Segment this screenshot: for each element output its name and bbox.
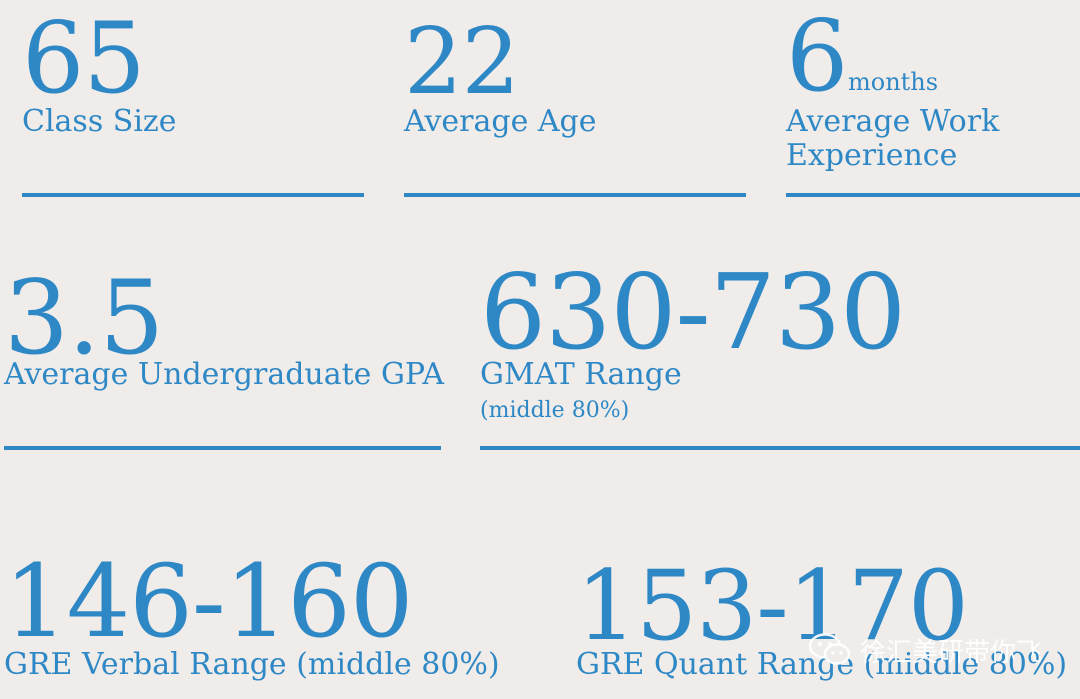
gre-quant-value: 153-170 [576,550,969,662]
average-age-label: Average Age [404,104,597,139]
watermark: 徐汇美研带你飞 [808,628,1042,672]
divider [480,446,1080,450]
work-experience-value: 6 [786,0,848,114]
class-size-label: Class Size [22,104,177,139]
work-experience-label-line1: Average Work [786,104,1000,139]
gmat-value: 630-730 [480,251,906,373]
divider [786,193,1080,197]
gmat-sublabel: (middle 80%) [480,398,630,423]
gre-verbal-value: 146-160 [4,543,414,660]
wechat-icon [808,633,851,665]
gpa-label: Average Undergraduate GPA [4,357,445,392]
divider [22,193,364,197]
divider [4,446,441,450]
work-experience-unit: months [848,68,939,96]
average-age-value: 22 [404,8,520,115]
divider [404,193,746,197]
class-size-value: 65 [22,2,146,116]
gre-quant-label: GRE Quant Range (middle 80%) [576,647,1068,682]
watermark-text: 徐汇美研带你飞 [860,637,1043,668]
gre-verbal-label: GRE Verbal Range (middle 80%) [4,647,500,682]
work-experience-label-line2: Experience [786,138,958,173]
work-experience-label: Average Work Experience [786,105,999,173]
gpa-value: 3.5 [4,259,164,378]
gmat-label: GMAT Range [480,357,682,392]
